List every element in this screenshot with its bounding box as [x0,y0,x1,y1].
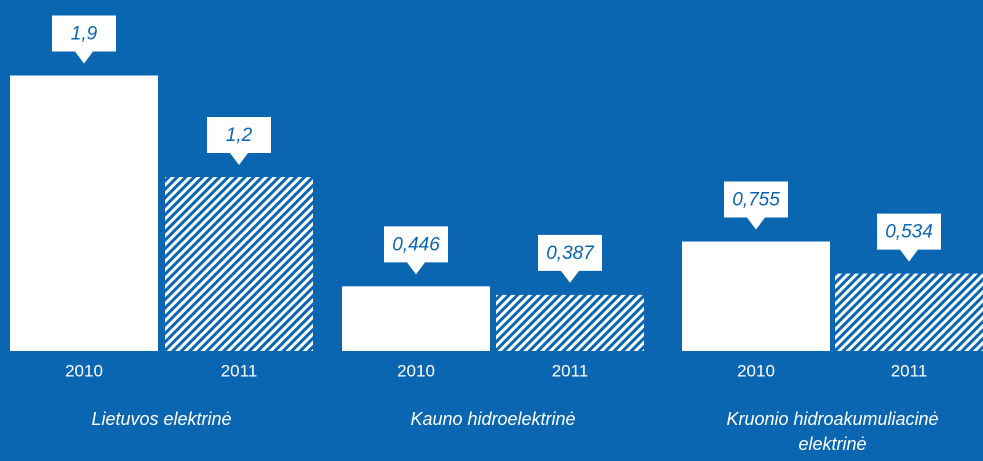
callout [538,234,602,283]
category-label: Kauno hidroelektrinė [410,409,576,429]
category-label: Lietuvos elektrinė [91,409,232,429]
callout [52,15,116,64]
year-label: 2011 [891,361,928,380]
category-label: Kruonio hidroakumuliacinė elektrinė [726,409,939,454]
year-label: 2011 [221,361,258,380]
bar [165,177,313,351]
value-label: 0,534 [885,222,933,243]
year-label: 2010 [397,361,435,380]
year-label: 2010 [737,361,775,380]
bar [682,241,830,351]
value-label: 0,755 [732,190,780,211]
callout [384,226,448,275]
year-label: 2011 [552,361,589,380]
value-label: 0,446 [392,234,440,255]
bar [10,75,158,351]
bar [342,286,490,351]
bar [496,294,644,351]
value-label: 0,387 [546,243,595,264]
callout [207,117,271,165]
callout [877,213,941,262]
year-label: 2010 [65,361,103,380]
value-label: 1,9 [71,24,98,45]
callout [724,181,788,230]
value-label: 1,2 [226,125,253,146]
bar [835,273,983,351]
